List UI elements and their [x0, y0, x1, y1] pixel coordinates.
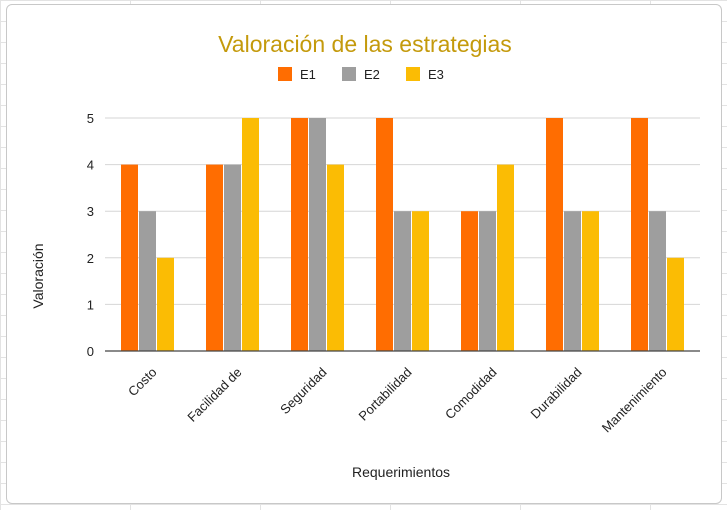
bar-e3[interactable] [667, 257, 684, 351]
x-tick-label: Comodidad [442, 365, 500, 423]
bar-e3[interactable] [582, 211, 599, 351]
legend-swatch-e3 [406, 67, 420, 81]
bar-e1[interactable] [121, 164, 138, 351]
chart-title: Valoración de las estrategias [218, 31, 512, 57]
x-tick-label: Portabilidad [355, 365, 414, 424]
y-axis-title: Valoración [30, 243, 46, 308]
y-tick-label: 2 [87, 251, 94, 266]
bar-e2[interactable] [224, 164, 241, 351]
y-axis-ticks: 0 1 2 3 4 5 [87, 111, 94, 359]
bar-e3[interactable] [412, 211, 429, 351]
y-tick-label: 3 [87, 204, 94, 219]
legend-swatch-e2 [342, 67, 356, 81]
y-tick-label: 1 [87, 297, 94, 312]
bar-e1[interactable] [546, 118, 563, 351]
x-tick-label: Mantenimiento [599, 365, 670, 436]
bar-e3[interactable] [327, 164, 344, 351]
bar-e3[interactable] [497, 164, 514, 351]
y-tick-label: 5 [87, 111, 94, 126]
y-tick-label: 4 [87, 158, 94, 173]
x-tick-label: Facilidad de [184, 365, 244, 425]
bar-e2[interactable] [479, 211, 496, 351]
x-tick-label: Costo [125, 365, 160, 400]
bar-e1[interactable] [291, 118, 308, 351]
bar-e3[interactable] [242, 118, 259, 351]
bar-e2[interactable] [394, 211, 411, 351]
y-tick-label: 0 [87, 344, 94, 359]
legend-label: E3 [428, 67, 444, 82]
x-axis-title: Requerimientos [352, 464, 450, 480]
x-tick-label: Seguridad [277, 365, 330, 418]
legend-swatch-e1 [278, 67, 292, 81]
bars [121, 118, 684, 351]
bar-e2[interactable] [564, 211, 581, 351]
bar-e2[interactable] [139, 211, 156, 351]
bar-e2[interactable] [309, 118, 326, 351]
legend-label: E2 [364, 67, 380, 82]
legend-label: E1 [300, 67, 316, 82]
x-axis-ticks: Costo Facilidad de Seguridad Portabilidad Co… [125, 365, 670, 436]
bar-e1[interactable] [631, 118, 648, 351]
bar-e2[interactable] [649, 211, 666, 351]
x-tick-label: Durabilidad [528, 365, 585, 422]
bar-e1[interactable] [206, 164, 223, 351]
bar-e1[interactable] [461, 211, 478, 351]
bar-e3[interactable] [157, 257, 174, 351]
legend: E1 E2 E3 [278, 67, 444, 82]
bar-e1[interactable] [376, 118, 393, 351]
